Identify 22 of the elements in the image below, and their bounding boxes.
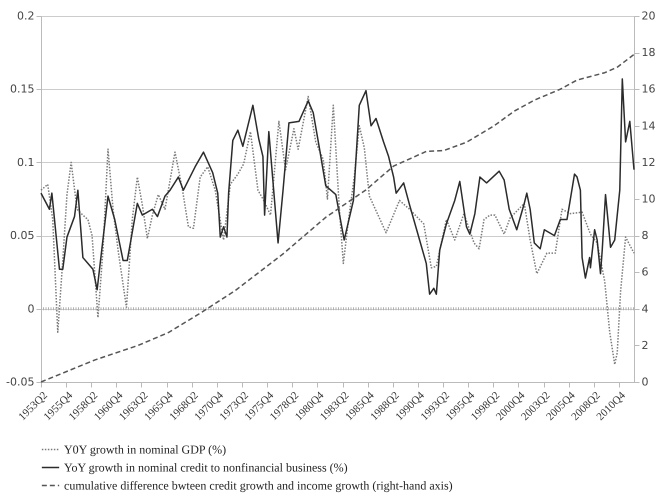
- y-tick-label: 0.05: [10, 229, 34, 242]
- y-tick-label: 0: [28, 302, 34, 316]
- y-tick-label: -0.05: [6, 376, 34, 388]
- line-series: [40, 78, 635, 295]
- y2-tick-label: 4: [642, 302, 648, 316]
- y2-tick-label: 12: [642, 156, 656, 169]
- y2-tick-label: 20: [642, 10, 656, 22]
- y2-tick-label: 14: [642, 119, 656, 132]
- y2-tick-label: 10: [642, 192, 656, 206]
- line-series: [40, 96, 635, 366]
- legend-label: YoY growth in nominal credit to nonfinancial business (%): [64, 460, 348, 474]
- legend-label: cumulative difference bwteen credit growth and income growth (right-hand axis): [64, 478, 453, 492]
- y2-tick-label: 8: [642, 229, 648, 242]
- y2-tick-label: 0: [642, 376, 648, 388]
- y-tick-label: 0.2: [17, 10, 34, 22]
- y2-tick-label: 16: [642, 82, 656, 96]
- y2-tick-label: 2: [642, 338, 648, 352]
- y2-tick-label: 18: [642, 46, 656, 60]
- y-tick-label: 0.15: [10, 82, 34, 96]
- legend-label: Y0Y growth in nominal GDP (%): [64, 442, 226, 456]
- y-tick-label: 0.1: [17, 156, 34, 169]
- y2-tick-label: 6: [642, 266, 648, 279]
